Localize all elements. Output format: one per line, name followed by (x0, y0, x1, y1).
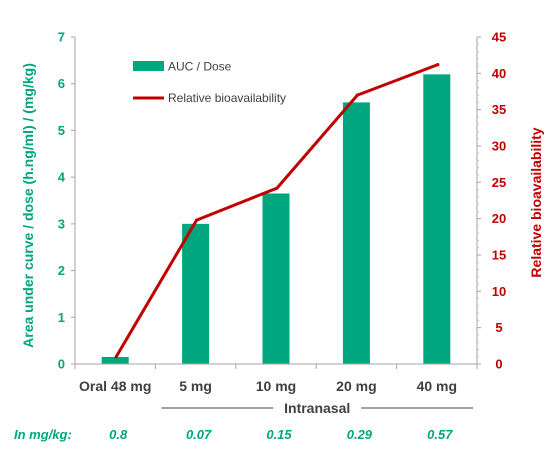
dose-row-label: In mg/kg: (14, 427, 72, 442)
x-tick-label: 20 mg (336, 378, 376, 394)
y2-tick-label: 35 (492, 102, 506, 117)
dose-value: 0.29 (347, 427, 373, 442)
line-point (275, 186, 279, 190)
y2-tick-label: 40 (492, 66, 506, 81)
y-tick-label: 1 (58, 310, 65, 325)
legend-swatch-bar (133, 61, 164, 71)
dose-value: 0.07 (186, 427, 212, 442)
line-point (355, 93, 359, 97)
dose-value: 0.57 (427, 427, 453, 442)
legend-label: AUC / Dose (168, 60, 232, 74)
y-tick-label: 0 (58, 357, 65, 372)
y-tick-label: 6 (58, 76, 65, 91)
y2-tick-label: 20 (492, 211, 506, 226)
y-axis-title: Area under curve / dose (h.ng/ml) / (mg/… (20, 63, 36, 348)
bar (262, 193, 290, 364)
dose-value: 0.15 (266, 427, 292, 442)
y-tick-label: 3 (58, 216, 65, 231)
bar (101, 356, 129, 364)
dose-value: 0.8 (109, 427, 128, 442)
y-tick-label: 7 (58, 30, 65, 45)
y-tick-label: 2 (58, 263, 65, 278)
y2-tick-label: 5 (495, 320, 502, 335)
bar (342, 102, 370, 365)
group-label: Intranasal (284, 400, 350, 416)
y2-tick-label: 25 (492, 175, 506, 190)
dose-row: In mg/kg: 0.8 0.07 0.15 0.29 0.57 (14, 427, 453, 442)
y2-tick-label: 30 (492, 139, 506, 154)
line-point (195, 218, 199, 222)
x-tick-label: 10 mg (256, 378, 296, 394)
y-tick-label: 4 (58, 170, 66, 185)
y2-axis-title: Relative bioavailability (528, 127, 544, 277)
y-tick-label: 5 (58, 123, 65, 138)
y2-tick-label: 45 (492, 30, 506, 45)
y2-tick-label: 10 (492, 284, 506, 299)
y2-tick-label: 15 (492, 248, 506, 263)
x-tick-label: Oral 48 mg (79, 378, 151, 394)
bar (182, 223, 210, 364)
line-point (114, 355, 118, 359)
legend-label: Relative bioavailability (168, 91, 286, 105)
x-tick-label: 5 mg (179, 378, 212, 394)
bar-series (101, 74, 451, 365)
line-series (114, 63, 440, 359)
legend: AUC / Dose Relative bioavailability (133, 60, 286, 105)
line-point (436, 63, 440, 67)
x-tick-label: 40 mg (417, 378, 457, 394)
y2-tick-label: 0 (495, 357, 502, 372)
bar (423, 74, 451, 364)
